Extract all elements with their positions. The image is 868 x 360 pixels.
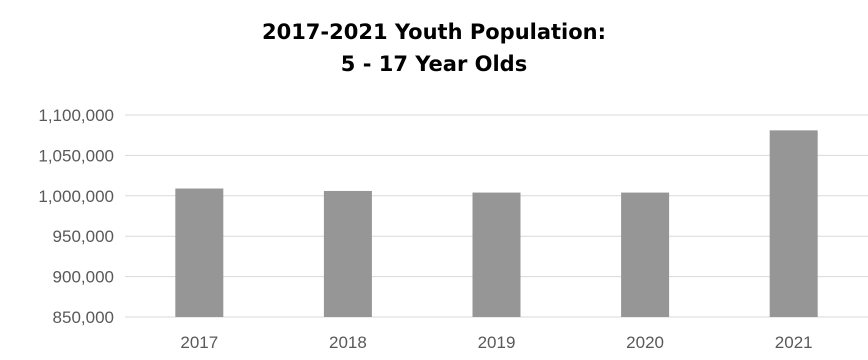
bar-2017 [175,188,224,317]
chart-title-line-1: 2017-2021 Youth Population: [261,20,607,44]
y-tick-label: 1,100,000 [38,106,114,125]
bar-2021 [769,130,818,317]
x-tick-label: 2020 [626,333,664,352]
y-tick-label: 1,000,000 [38,187,114,206]
y-tick-label: 950,000 [53,227,114,246]
x-tick-label: 2018 [329,333,367,352]
bar-2019 [472,192,521,317]
y-tick-label: 900,000 [53,268,114,287]
chart-title-line-2: 5 - 17 Year Olds [340,52,528,76]
y-tick-label: 850,000 [53,308,114,327]
bar-2018 [323,190,372,317]
bar-2020 [621,192,670,317]
y-tick-label: 1,050,000 [38,146,114,165]
x-tick-label: 2017 [180,333,218,352]
x-tick-label: 2019 [478,333,516,352]
x-tick-label: 2021 [775,333,813,352]
